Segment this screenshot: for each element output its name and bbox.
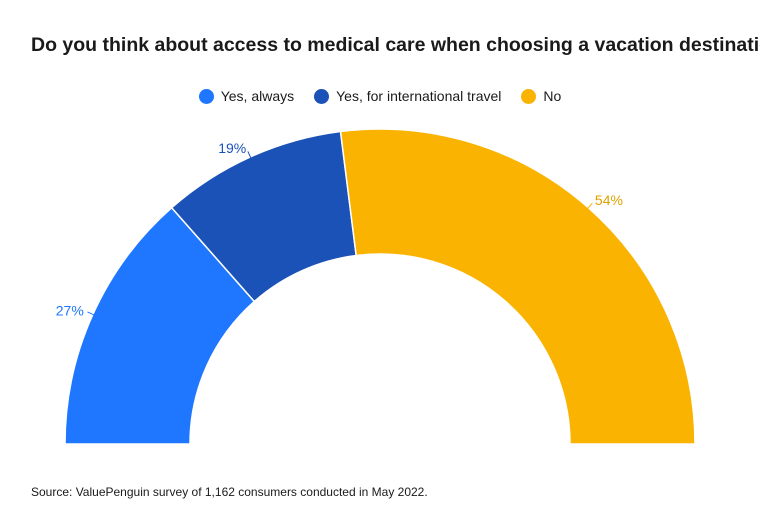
label-leader-yes-international <box>247 151 255 165</box>
slice-no <box>339 128 696 445</box>
label-leader-no <box>582 202 593 215</box>
data-label-yes-international: 19% <box>218 140 246 156</box>
chart-title: Do you think about access to medical car… <box>31 34 760 56</box>
legend-swatch-yes-international <box>314 88 330 104</box>
legend-item-no: No <box>521 88 561 104</box>
label-leader-yes-always <box>87 311 101 319</box>
legend-label-yes-always: Yes, always <box>220 88 295 104</box>
source-note: Source: ValuePenguin survey of 1,162 con… <box>31 485 428 499</box>
legend-label-no: No <box>543 88 562 104</box>
legend-swatch-yes-always <box>198 88 214 104</box>
legend-label-yes-international: Yes, for international travel <box>336 88 502 104</box>
data-label-yes-always: 27% <box>56 302 84 318</box>
legend-item-yes-international: Yes, for international travel <box>314 88 501 104</box>
chart-legend: Yes, always Yes, for international trave… <box>0 88 760 104</box>
legend-item-yes-always: Yes, always <box>198 88 295 104</box>
legend-swatch-no <box>521 88 537 104</box>
data-label-no: 54% <box>595 192 623 208</box>
